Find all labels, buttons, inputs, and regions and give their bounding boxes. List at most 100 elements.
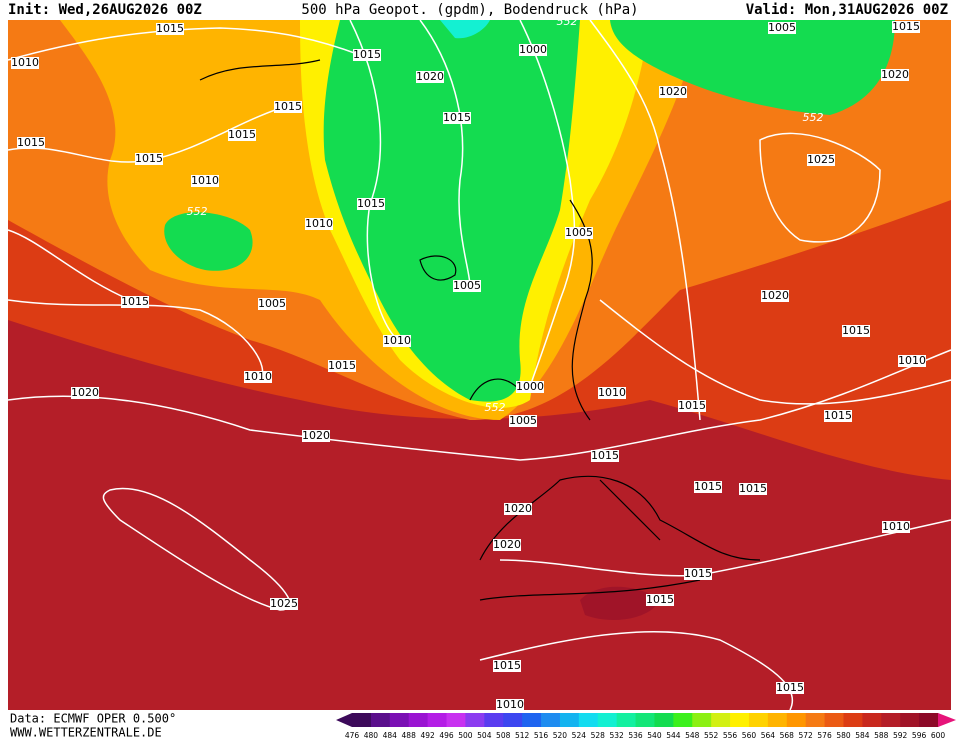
field-green-ne [610, 20, 895, 115]
isobar-label-box [258, 298, 286, 310]
colorbar-cell [900, 713, 920, 727]
colorbar-label: 528 [591, 731, 606, 740]
field-cyan [440, 20, 490, 39]
isobar-label-box [881, 69, 909, 81]
isobar-label-box [565, 227, 593, 239]
isobar-label: 1015 [443, 111, 471, 124]
colorbar-cell [408, 713, 429, 727]
colorbar-cell [919, 713, 939, 727]
isobar-label: 1010 [305, 217, 333, 230]
isobar-label-box [11, 57, 39, 69]
isobar-label: 1015 [739, 482, 767, 495]
isobar-label: 1015 [274, 100, 302, 113]
isobar-label-box [244, 371, 272, 383]
colorbar-label: 592 [893, 731, 908, 740]
colorbar-cell [673, 713, 693, 727]
colorbar-label: 508 [496, 731, 511, 740]
colorbar-cell [767, 713, 788, 727]
isobar-label: 1000 [516, 380, 544, 393]
isobar-label: 1015 [493, 659, 521, 672]
colorbar-label: 588 [874, 731, 889, 740]
map: 1015 1010 1015 1000 552 1005 1015 1020 1015 1015 1… [7, 15, 952, 711]
isobar-label-box [646, 594, 674, 606]
colorbar-label: 480 [364, 731, 379, 740]
colorbar-label: 540 [647, 731, 662, 740]
isobar-label: 1015 [684, 567, 712, 580]
isobar-label: 552 [187, 205, 208, 218]
isobar-label: 1010 [598, 386, 626, 399]
isobar-label: 1015 [353, 48, 381, 61]
colorbar-cell [843, 713, 863, 727]
colorbar-label: 548 [685, 731, 700, 740]
coastlines [199, 59, 761, 601]
colorbar-cell [824, 713, 844, 727]
colorbar-label: 572 [799, 731, 814, 740]
colorbar-label: 488 [402, 731, 417, 740]
isobar-label: 1015 [328, 359, 356, 372]
isobar-label-box [443, 112, 471, 124]
isobar-label: 1015 [824, 409, 852, 422]
isobar-label: 1020 [302, 429, 330, 442]
isobar-label: 1020 [71, 386, 99, 399]
colorbar-cell [616, 713, 637, 727]
isobar-label-box [270, 598, 298, 610]
isobar-label-box [898, 355, 926, 367]
isobar-label-box [504, 503, 532, 515]
colorbar-cell [711, 713, 731, 727]
colorbar-label: 496 [439, 731, 454, 740]
colorbar-label: 560 [742, 731, 757, 740]
isobar-label-box [591, 450, 619, 462]
isobar-label: 1015 [776, 681, 804, 694]
colorbar-label: 580 [836, 731, 851, 740]
isobar-label-box [739, 483, 767, 495]
isobar-label: 552 [485, 401, 506, 414]
isobar-label-box [824, 410, 852, 422]
isobar-label-box [191, 175, 219, 187]
isobar-label-box [357, 198, 385, 210]
colorbar-label: 568 [780, 731, 795, 740]
colorbar-label: 524 [572, 731, 587, 740]
isobar-label: 1005 [453, 279, 481, 292]
colorbar-cell [559, 713, 580, 727]
data-source: Data: ECMWF OPER 0.500° [10, 712, 176, 726]
colorbar-label: 500 [458, 731, 473, 740]
isobar-label-box [598, 387, 626, 399]
isobar-label-box [519, 44, 547, 56]
colorbar-cell [446, 713, 466, 727]
colorbar-label: 512 [515, 731, 530, 740]
isobar-label: 1010 [898, 354, 926, 367]
isobar-label: 1015 [694, 480, 722, 493]
isobar-label: 1010 [496, 698, 524, 711]
colorbar-cell [786, 713, 807, 727]
colorbar-label: 536 [628, 731, 643, 740]
isobar-label-box [516, 381, 544, 393]
isobar-label: 1015 [357, 197, 385, 210]
field-green-low [164, 212, 253, 271]
isobar-label: 1005 [258, 297, 286, 310]
field-high [580, 586, 660, 620]
colorbar-label: 600 [931, 731, 946, 740]
isobar-label-box [71, 387, 99, 399]
isobar-label-box [892, 21, 920, 33]
colorbar-label: 504 [477, 731, 492, 740]
colorbar-label: 576 [817, 731, 832, 740]
colorbar-cell [597, 713, 618, 727]
colorbar: 476 480 484 488 492 496 500 504 508 512 516 520 524 5… [336, 713, 956, 740]
colorbar-label: 584 [855, 731, 870, 740]
isobar-label: 1020 [493, 538, 521, 551]
isobar-label-box [353, 49, 381, 61]
colorbar-arrow-left [336, 713, 352, 727]
colorbar-cell [692, 713, 712, 727]
isobar-label: 1000 [519, 43, 547, 56]
isobar-labels: 1015 1010 1015 1000 552 1005 1015 1020 1015 1015 1… [11, 15, 926, 711]
colorbar-cell [635, 713, 655, 727]
site-url: WWW.WETTERZENTRALE.DE [10, 726, 162, 740]
isobar-label: 1015 [228, 128, 256, 141]
isobar-label-box [509, 415, 537, 427]
valid-time: Valid: Mon,31AUG2026 00Z [746, 2, 948, 18]
isobar-label: 1010 [882, 520, 910, 533]
isobar-label-box [493, 539, 521, 551]
isobar-label-box [135, 153, 163, 165]
isobar-label: 1010 [191, 174, 219, 187]
header-bar [0, 0, 959, 20]
